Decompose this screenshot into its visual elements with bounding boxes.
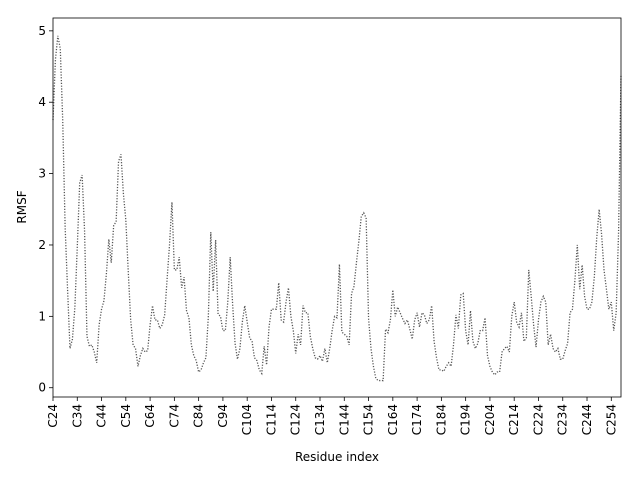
x-tick-label: C244 [580, 404, 594, 435]
x-axis-label: Residue index [295, 450, 379, 464]
x-tick-label: C84 [192, 404, 206, 428]
y-tick-label: 5 [38, 24, 46, 38]
x-tick-label: C44 [95, 404, 109, 428]
data-line [52, 35, 622, 382]
y-tick-label: 2 [38, 238, 46, 252]
x-tick-label: C124 [289, 404, 303, 435]
x-tick-label: C214 [507, 404, 521, 435]
x-tick-label: C134 [313, 404, 327, 435]
x-tick-label: C34 [70, 404, 84, 428]
x-tick-label: C234 [556, 404, 570, 435]
x-tick-label: C54 [119, 404, 133, 428]
x-tick-label: C144 [337, 404, 351, 435]
y-tick-label: 1 [38, 309, 46, 323]
x-tick-label: C24 [46, 404, 60, 428]
x-tick-label: C64 [143, 404, 157, 428]
x-tick-label: C114 [264, 404, 278, 435]
y-axis-label: RMSF [15, 190, 29, 223]
x-tick-label: C224 [531, 404, 545, 435]
x-tick-label: C104 [240, 404, 254, 435]
x-tick-label: C174 [410, 404, 424, 435]
x-tick-label: C94 [216, 404, 230, 428]
x-tick-label: C254 [604, 404, 618, 435]
y-tick-label: 0 [38, 381, 46, 395]
y-tick-label: 3 [38, 167, 46, 181]
x-tick-label: C204 [483, 404, 497, 435]
x-tick-label: C74 [167, 404, 181, 428]
x-tick-label: C194 [459, 404, 473, 435]
x-tick-label: C164 [386, 404, 400, 435]
x-tick-label: C154 [362, 404, 376, 435]
x-tick-label: C184 [434, 404, 448, 435]
plot-frame [52, 17, 622, 398]
y-tick-label: 4 [38, 95, 46, 109]
